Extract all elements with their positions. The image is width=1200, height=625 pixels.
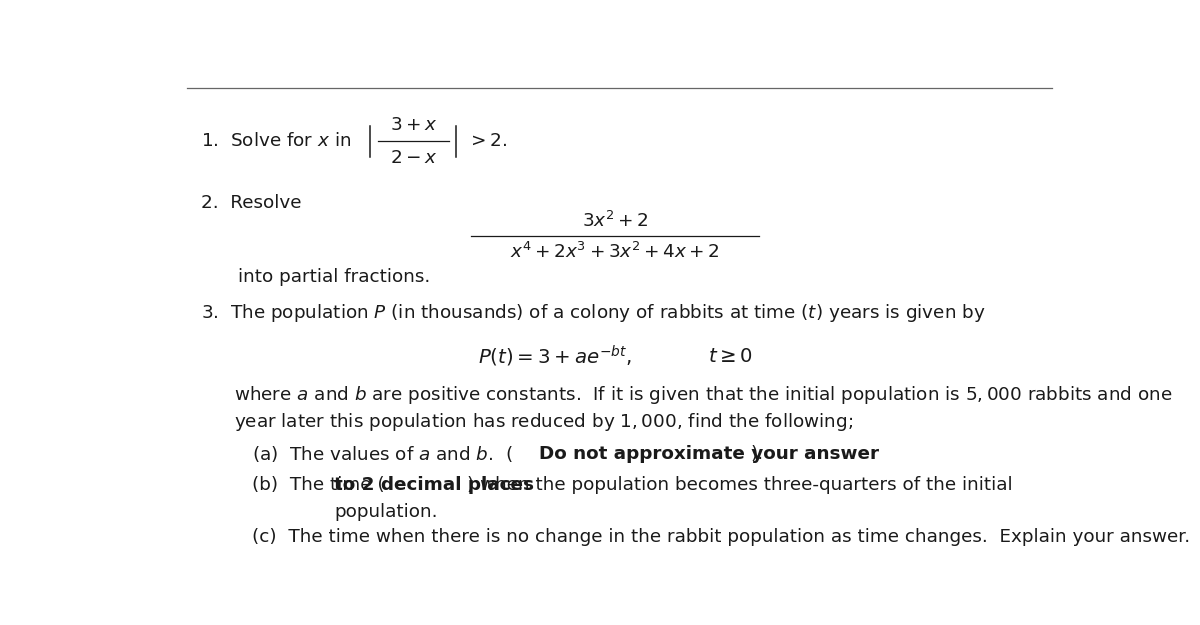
Text: Do not approximate your answer: Do not approximate your answer	[539, 445, 878, 463]
Text: (b)  The time (: (b) The time (	[252, 476, 385, 494]
Text: $3+x$: $3+x$	[390, 116, 437, 134]
Text: 1.  Solve for $x$ in: 1. Solve for $x$ in	[202, 132, 352, 151]
Text: where $a$ and $b$ are positive constants.  If it is given that the initial popul: where $a$ and $b$ are positive constants…	[234, 384, 1172, 406]
Text: ).: ).	[751, 445, 764, 463]
Text: 3.  The population $P$ (in thousands) of a colony of rabbits at time $(t)$ years: 3. The population $P$ (in thousands) of …	[202, 302, 985, 324]
Text: 2.  Resolve: 2. Resolve	[202, 194, 301, 211]
Text: population.: population.	[334, 503, 438, 521]
Text: (c)  The time when there is no change in the rabbit population as time changes. : (c) The time when there is no change in …	[252, 528, 1190, 546]
Text: $x^4+2x^3+3x^2+4x+2$: $x^4+2x^3+3x^2+4x+2$	[510, 242, 720, 262]
Text: $3x^2+2$: $3x^2+2$	[582, 211, 648, 231]
Text: $>2.$: $>2.$	[467, 132, 508, 151]
Text: $2-x$: $2-x$	[390, 149, 437, 167]
Text: ) when the population becomes three-quarters of the initial: ) when the population becomes three-quar…	[467, 476, 1013, 494]
Text: $t \geq 0$: $t \geq 0$	[708, 347, 754, 366]
Text: (a)  The values of $a$ and $b$.  (: (a) The values of $a$ and $b$. (	[252, 444, 514, 464]
Text: year later this population has reduced by $1,000$, find the following;: year later this population has reduced b…	[234, 411, 853, 434]
Text: to 2 decimal places: to 2 decimal places	[334, 476, 534, 494]
Text: $P(t) = 3 + ae^{-bt},$: $P(t) = 3 + ae^{-bt},$	[478, 344, 631, 369]
Text: into partial fractions.: into partial fractions.	[239, 268, 431, 286]
